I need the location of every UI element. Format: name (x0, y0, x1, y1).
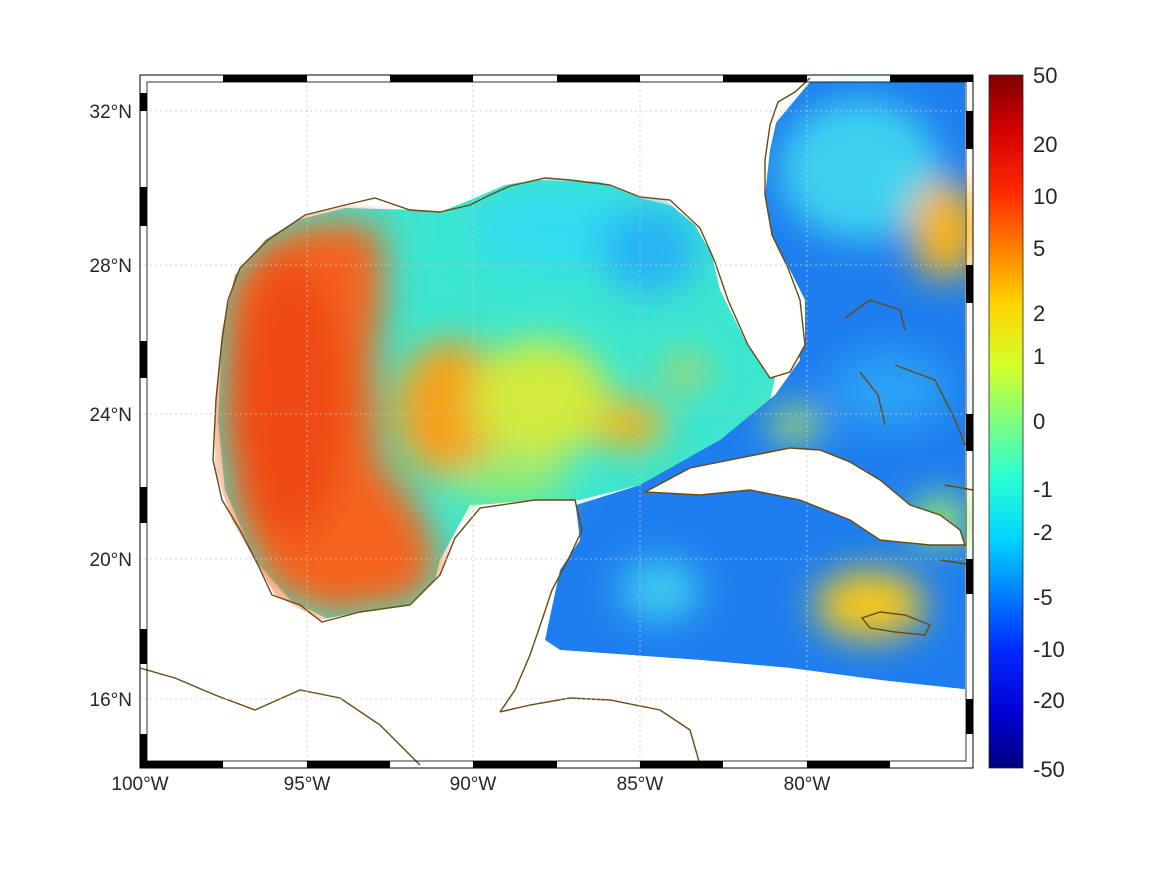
land-masks (140, 75, 973, 768)
south-gulf-green (450, 455, 570, 505)
coastline-gulf (212, 77, 811, 713)
map-frame (139, 74, 974, 769)
colorbar-tick-label: 10 (1033, 184, 1057, 209)
lon-tick-label: 90°W (450, 774, 497, 795)
coastline-central-america (140, 667, 421, 766)
lon-tick-label: 80°W (784, 774, 831, 795)
grid-lines (140, 75, 973, 768)
coastline-honduras (499, 697, 701, 766)
colorbar-tick-label: -10 (1033, 637, 1065, 662)
lon-tick-labels: 100°W 95°W 90°W 85°W 80°W (111, 774, 830, 795)
coastline-cuba (642, 447, 966, 546)
colorbar-tick-label: 50 (1033, 63, 1057, 88)
colorbar-tick-label: 0 (1033, 409, 1045, 434)
caribbean-cyan-patch (620, 560, 700, 620)
colorbar-tick-label: -2 (1033, 520, 1053, 545)
florida-strait-green (770, 407, 820, 443)
east-gulf-yellow (667, 358, 703, 386)
lat-tick-label: 28°N (90, 256, 132, 277)
colorbar-tick-label: 2 (1033, 301, 1045, 326)
west-gulf-core (235, 260, 345, 540)
central-gulf-yellow (470, 340, 610, 460)
colorbar-gradient (988, 74, 1024, 769)
coastline-jamaica (860, 611, 931, 636)
colorbar-tick-label: -20 (1033, 688, 1065, 713)
colorbar-tick-labels: 50 20 10 5 2 1 0 -1 -2 -5 -10 -20 -50 (1033, 63, 1065, 782)
lon-tick-label: 100°W (111, 774, 168, 795)
coastlines (140, 77, 973, 766)
colorbar-tick-label: -5 (1033, 585, 1053, 610)
jamaica-orange-patch (815, 570, 925, 640)
colorbar-tick-label: -50 (1033, 757, 1065, 782)
lat-tick-label: 16°N (90, 690, 132, 711)
land-cuba (645, 448, 965, 545)
lon-tick-label: 85°W (617, 774, 664, 795)
lat-tick-label: 24°N (90, 405, 132, 426)
lon-tick-label: 95°W (284, 774, 331, 795)
colorbar-tick-label: 1 (1033, 344, 1045, 369)
colorbar-tick-label: -1 (1033, 477, 1053, 502)
bahamas-cyan-patch (830, 350, 950, 430)
coastline-bahamas (844, 299, 966, 446)
colorbar: 50 20 10 5 2 1 0 -1 -2 -5 -10 -20 -50 (988, 63, 1065, 782)
southeast-gulf-orange (595, 400, 665, 450)
lat-tick-label: 32°N (90, 102, 132, 123)
colorbar-tick-label: 20 (1033, 132, 1057, 157)
lat-tick-labels: 32°N 28°N 24°N 20°N 16°N (90, 102, 132, 711)
atlantic-yellow-patch (910, 180, 973, 280)
atlantic-cyan-patch (780, 100, 940, 240)
land-north-america (140, 75, 973, 768)
lat-tick-label: 20°N (90, 550, 132, 571)
northeast-gulf-blue (600, 205, 700, 295)
colorbar-tick-label: 5 (1033, 236, 1045, 261)
